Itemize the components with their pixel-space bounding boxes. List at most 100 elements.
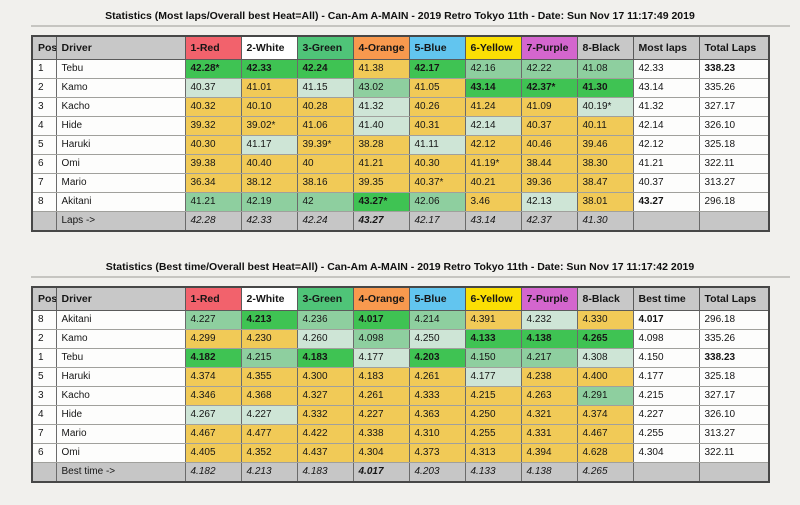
pos-cell: 3 <box>31 97 57 117</box>
heat-cell: 4.238 <box>520 367 578 387</box>
heat-cell: 40.30 <box>408 154 466 174</box>
heat-cell: 4.308 <box>576 348 634 368</box>
heat-cell: 41.32 <box>352 97 410 117</box>
title-underline <box>31 25 790 27</box>
total-laps-cell: 335.26 <box>698 78 770 98</box>
heat-cell: 4.310 <box>408 424 466 444</box>
driver-row: 3 Kacho 4.346 4.368 4.327 4.261 4.333 4.215 4.26… <box>31 386 770 406</box>
heat-cell: 40.26 <box>408 97 466 117</box>
column-header-total-laps: Total Laps <box>698 286 770 311</box>
heat-cell: 41.01 <box>240 78 298 98</box>
header-row: Pos Driver 1-Red 2-White 3-Green 4-Orange 5-Bl… <box>31 35 770 60</box>
heat-cell: 41.08 <box>576 59 634 79</box>
heat-cell: 38.28 <box>352 135 410 155</box>
heat-cell: 43.27* <box>352 192 410 212</box>
driver-row: 6 Omi 39.38 40.40 40 41.21 40.30 41.19* 38.44 38.… <box>31 154 770 174</box>
heat-cell: 40.46 <box>520 135 578 155</box>
most-laps-table: Pos Driver 1-Red 2-White 3-Green 4-Orange 5-Bl… <box>31 35 770 232</box>
total-laps-cell: 313.27 <box>698 424 770 444</box>
driver-cell: Kamo <box>55 78 186 98</box>
heat-cell: 40 <box>296 154 354 174</box>
heat-cell: 4.299 <box>184 329 242 349</box>
summary-cell: 42.33 <box>632 59 700 79</box>
footer-value-cell: 43.14 <box>464 211 522 232</box>
footer-value-cell: 42.33 <box>240 211 298 232</box>
heat-cell: 41.17 <box>240 135 298 155</box>
heat-cell: 4.215 <box>240 348 298 368</box>
footer-total-cell <box>698 462 770 483</box>
column-header-1-red: 1-Red <box>184 35 242 60</box>
heat-cell: 4.265 <box>576 329 634 349</box>
driver-row: 5 Haruki 4.374 4.355 4.300 4.183 4.261 4.177 4.2… <box>31 367 770 387</box>
heat-cell: 41.40 <box>352 116 410 136</box>
heat-cell: 40.37* <box>408 173 466 193</box>
heat-cell: 40.37 <box>184 78 242 98</box>
pos-cell: 7 <box>31 173 57 193</box>
heat-cell: 4.150 <box>464 348 522 368</box>
heat-cell: 42.24 <box>296 59 354 79</box>
heat-cell: 41.06 <box>296 116 354 136</box>
heat-cell: 43.14 <box>464 78 522 98</box>
summary-cell: 4.215 <box>632 386 700 406</box>
column-header-driver: Driver <box>55 286 186 311</box>
footer-label-cell: Best time -> <box>55 462 186 483</box>
footer-value-cell: 4.138 <box>520 462 578 483</box>
total-laps-cell: 322.11 <box>698 443 770 463</box>
heat-cell: 4.291 <box>576 386 634 406</box>
driver-row: 1 Tebu 4.182 4.215 4.183 4.177 4.203 4.150 4.217… <box>31 348 770 368</box>
summary-cell: 41.21 <box>632 154 700 174</box>
column-header-8-black: 8-Black <box>576 286 634 311</box>
footer-summary-cell <box>632 211 700 232</box>
summary-cell: 4.227 <box>632 405 700 425</box>
heat-cell: 38.01 <box>576 192 634 212</box>
column-header-6-yellow: 6-Yellow <box>464 286 522 311</box>
driver-row: 7 Mario 36.34 38.12 38.16 39.35 40.37* 40.21 39.… <box>31 173 770 193</box>
heat-cell: 42.19 <box>240 192 298 212</box>
heat-cell: 4.217 <box>520 348 578 368</box>
driver-cell: Kamo <box>55 329 186 349</box>
footer-pos-cell <box>31 211 57 232</box>
header-row: Pos Driver 1-Red 2-White 3-Green 4-Orange 5-Bl… <box>31 286 770 311</box>
heat-cell: 4.261 <box>408 367 466 387</box>
footer-value-cell: 43.27 <box>352 211 410 232</box>
driver-row: 3 Kacho 40.32 40.10 40.28 41.32 40.26 41.24 41.0… <box>31 97 770 117</box>
footer-value-cell: 42.28 <box>184 211 242 232</box>
heat-cell: 4.437 <box>296 443 354 463</box>
driver-cell: Haruki <box>55 367 186 387</box>
summary-cell: 4.098 <box>632 329 700 349</box>
heat-cell: 41.21 <box>184 192 242 212</box>
heat-cell: 4.327 <box>296 386 354 406</box>
column-header-8-black: 8-Black <box>576 35 634 60</box>
heat-cell: 42 <box>296 192 354 212</box>
pos-cell: 1 <box>31 59 57 79</box>
pos-cell: 4 <box>31 405 57 425</box>
heat-cell: 4.098 <box>352 329 410 349</box>
heat-cell: 4.346 <box>184 386 242 406</box>
heat-cell: 42.33 <box>240 59 298 79</box>
heat-cell: 4.338 <box>352 424 410 444</box>
driver-row: 8 Akitani 4.227 4.213 4.236 4.017 4.214 4.391 4.… <box>31 310 770 330</box>
driver-cell: Mario <box>55 424 186 444</box>
column-header-total-laps: Total Laps <box>698 35 770 60</box>
driver-row: 4 Hide 4.267 4.227 4.332 4.227 4.363 4.250 4.321… <box>31 405 770 425</box>
heat-cell: 41.05 <box>408 78 466 98</box>
heat-cell: 4.183 <box>296 348 354 368</box>
heat-cell: 4.368 <box>240 386 298 406</box>
total-laps-cell: 322.11 <box>698 154 770 174</box>
pos-cell: 6 <box>31 443 57 463</box>
total-laps-cell: 296.18 <box>698 310 770 330</box>
heat-cell: 42.13 <box>520 192 578 212</box>
heat-cell: 4.374 <box>576 405 634 425</box>
heat-cell: 4.467 <box>184 424 242 444</box>
heat-cell: 38.47 <box>576 173 634 193</box>
driver-cell: Hide <box>55 405 186 425</box>
heat-cell: 4.331 <box>520 424 578 444</box>
heat-cell: 36.34 <box>184 173 242 193</box>
heat-cell: 42.22 <box>520 59 578 79</box>
heat-cell: 42.28* <box>184 59 242 79</box>
best-time-table: Pos Driver 1-Red 2-White 3-Green 4-Orange 5-Bl… <box>31 286 770 483</box>
heat-cell: 4.391 <box>464 310 522 330</box>
driver-row: 4 Hide 39.32 39.02* 41.06 41.40 40.31 42.14 40.3… <box>31 116 770 136</box>
column-header-3-green: 3-Green <box>296 35 354 60</box>
